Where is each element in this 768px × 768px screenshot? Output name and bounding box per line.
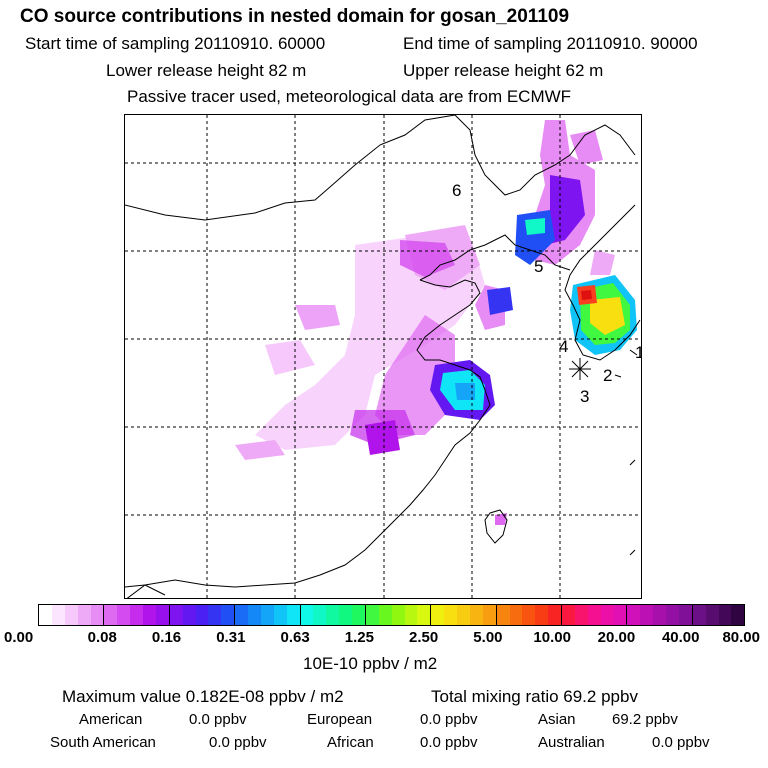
color-scale-tick-label: 0.16 (151, 629, 182, 646)
color-scale-swatch (627, 605, 641, 625)
concentration-field (235, 120, 637, 525)
color-scale-swatch (574, 605, 588, 625)
color-scale-swatch (587, 605, 601, 625)
region-label-5: 5 (534, 257, 544, 276)
color-scale-swatch (535, 605, 549, 625)
contribution-value-african: 0.0 ppbv (420, 734, 478, 751)
color-scale-swatch (273, 605, 287, 625)
contribution-value-asian: 69.2 ppbv (612, 711, 678, 728)
color-scale-swatch (90, 605, 105, 625)
region-label-4: 4 (559, 337, 569, 356)
color-scale-swatch (522, 605, 536, 625)
color-scale-swatch (51, 605, 65, 625)
color-scale-swatch (705, 605, 719, 625)
lower-release-label: Lower release height 82 m (106, 61, 307, 80)
contribution-value-australian: 0.0 ppbv (652, 734, 710, 751)
color-scale-swatch (562, 605, 575, 625)
color-scale-swatch (640, 605, 654, 625)
color-scale-swatch (378, 605, 392, 625)
color-scale-tick-label: 10.00 (533, 629, 571, 646)
color-scale-tick-label: 2.50 (409, 629, 439, 646)
color-scale-swatch (653, 605, 666, 625)
color-scale-swatch (718, 605, 732, 625)
color-scale-tick-label: 0.00 (4, 629, 34, 646)
contribution-region-south-american: South American (50, 734, 156, 751)
map-panel: 1 2 3 4 5 6 (124, 114, 642, 599)
color-scale-swatch (678, 605, 693, 625)
contribution-value-american: 0.0 ppbv (189, 711, 247, 728)
color-scale-swatch (143, 605, 156, 625)
contribution-value-south-american: 0.0 ppbv (209, 734, 267, 751)
color-scale-swatch (548, 605, 562, 625)
color-scale-swatch (352, 605, 366, 625)
color-scale-swatch (182, 605, 196, 625)
color-scale-swatch (326, 605, 340, 625)
color-scale-swatch (496, 605, 510, 625)
contribution-region-asian: Asian (538, 711, 576, 728)
contribution-region-european: European (307, 711, 373, 728)
color-scale-swatch (169, 605, 183, 625)
color-scale-tick-label: 20.00 (597, 629, 636, 646)
color-scale-swatch (221, 605, 236, 625)
region-label-1: 1 (635, 343, 641, 363)
color-scale-swatch (444, 605, 457, 625)
color-scale-tick-label: 0.08 (87, 629, 117, 646)
color-scale-swatch (600, 605, 614, 625)
page-title: CO source contributions in nested domain… (20, 6, 570, 27)
contribution-value-european: 0.0 ppbv (420, 711, 478, 728)
lat-lon-grid (125, 115, 641, 598)
contribution-region-american: American (79, 711, 143, 728)
unit-label: 10E-10 ppbv / m2 (303, 654, 438, 673)
region-label-3: 3 (580, 387, 590, 406)
tracer-note: Passive tracer used, meteorological data… (127, 87, 572, 106)
color-scale-swatch (104, 605, 118, 625)
color-scale-swatch (64, 605, 78, 625)
color-scale-tick-label: 40.00 (661, 629, 700, 646)
color-scale-swatch (208, 605, 222, 625)
asterisk-icon (569, 358, 591, 380)
color-scale-tick-label: 5.00 (473, 629, 503, 646)
color-scale-swatch (365, 605, 379, 625)
color-scale-tick-label: 0.63 (280, 629, 310, 646)
color-scale-swatch (248, 605, 261, 625)
color-scale-swatch (469, 605, 483, 625)
region-label-6: 6 (452, 181, 462, 200)
color-scale-swatch (482, 605, 497, 625)
color-scale-swatch (431, 605, 445, 625)
color-scale-swatch (509, 605, 523, 625)
color-scale-tick-label: 0.31 (216, 629, 246, 646)
color-scale-swatch (731, 605, 745, 625)
color-scale-swatch (286, 605, 301, 625)
color-scale-tick-label: 1.25 (344, 629, 374, 646)
color-scale-swatch (39, 605, 52, 625)
color-scale-swatch (77, 605, 91, 625)
color-scale-swatch (457, 605, 470, 625)
color-scale-swatch (391, 605, 405, 625)
color-scale-swatch (260, 605, 274, 625)
region-label-2: 2 (603, 366, 613, 385)
color-scale-swatch (155, 605, 170, 625)
color-scale-swatch (417, 605, 432, 625)
color-scale-swatch (130, 605, 143, 625)
map-canvas (125, 115, 641, 598)
contribution-region-australian: Australian (538, 734, 605, 751)
color-scale-swatch (117, 605, 131, 625)
color-scale-swatch (195, 605, 209, 625)
upper-release-label: Upper release height 62 m (403, 61, 604, 80)
color-scale-bar (38, 604, 745, 626)
color-scale-swatch (235, 605, 248, 625)
start-time-label: Start time of sampling 20110910. 60000 (25, 34, 326, 53)
color-scale-swatch (666, 605, 679, 625)
total-mixing-ratio: Total mixing ratio 69.2 ppbv (431, 687, 638, 706)
color-scale-swatch (404, 605, 418, 625)
color-scale-swatch (692, 605, 706, 625)
color-scale-swatch (339, 605, 352, 625)
contribution-region-african: African (327, 734, 374, 751)
maximum-value: Maximum value 0.182E-08 ppbv / m2 (62, 687, 344, 706)
end-time-label: End time of sampling 20110910. 90000 (403, 34, 698, 53)
color-scale-swatch (613, 605, 628, 625)
color-scale-swatch (300, 605, 314, 625)
color-scale-swatch (313, 605, 327, 625)
color-scale-tick-label: 80.00 (722, 629, 760, 646)
